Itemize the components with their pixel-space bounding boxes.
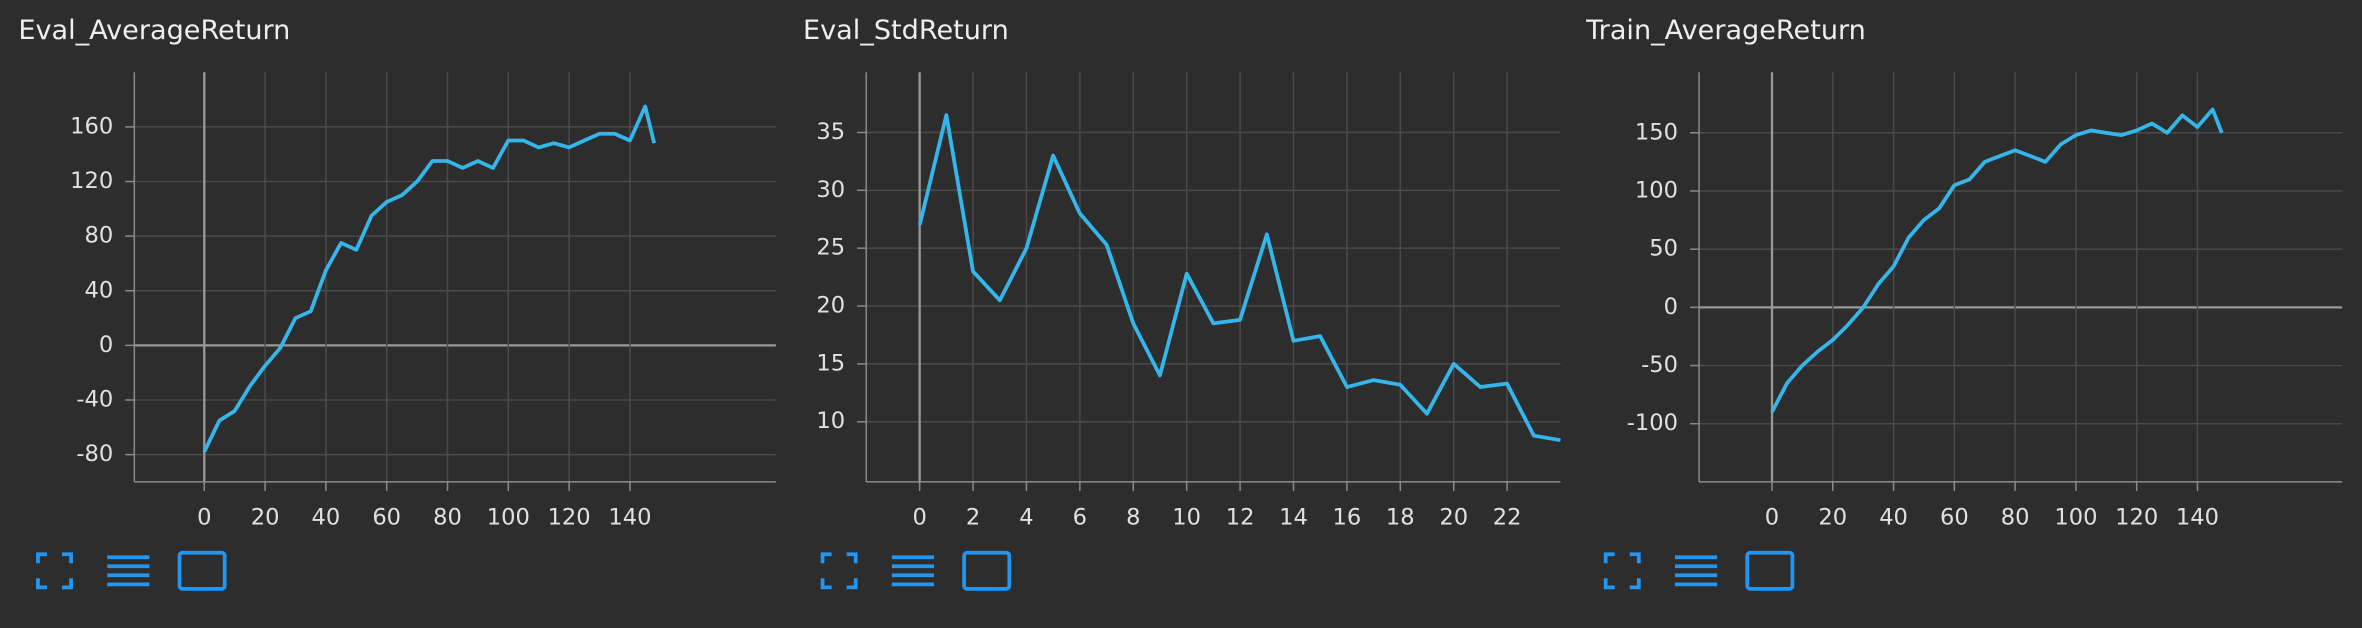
y-tick-label: 120 <box>70 168 113 194</box>
chart-title: Eval_StdReturn <box>803 15 1009 46</box>
x-tick-label: 10 <box>1172 505 1201 531</box>
y-tick-label: 50 <box>1649 236 1678 262</box>
x-tick-label: 120 <box>548 505 591 531</box>
y-tick-label: 100 <box>1635 177 1678 203</box>
y-tick-label: 20 <box>816 293 845 319</box>
x-tick-label: 80 <box>2001 505 2030 531</box>
y-tick-label: 10 <box>816 408 845 434</box>
x-tick-label: 14 <box>1279 505 1308 531</box>
x-tick-label: 20 <box>251 505 280 531</box>
x-tick-label: 40 <box>1879 505 1908 531</box>
x-tick-label: 12 <box>1226 505 1255 531</box>
y-tick-label: 30 <box>816 177 845 203</box>
chart-title: Train_AverageReturn <box>1585 15 1866 46</box>
x-tick-label: 140 <box>2176 505 2219 531</box>
y-tick-label: 80 <box>85 223 114 249</box>
y-tick-label: -80 <box>76 441 113 467</box>
x-tick-label: 60 <box>372 505 401 531</box>
x-tick-label: 20 <box>1439 505 1468 531</box>
x-tick-label: 40 <box>312 505 341 531</box>
x-tick-label: 80 <box>433 505 462 531</box>
y-tick-label: 150 <box>1635 119 1678 145</box>
icons-1[interactable] <box>36 550 227 591</box>
x-tick-label: 120 <box>2115 505 2158 531</box>
x-tick-label: 18 <box>1386 505 1415 531</box>
x-tick-label: 8 <box>1126 505 1140 531</box>
y-tick-label: 15 <box>816 350 845 376</box>
x-tick-label: 20 <box>1818 505 1847 531</box>
y-tick-label: -40 <box>76 386 113 412</box>
x-tick-label: 60 <box>1940 505 1969 531</box>
x-tick-label: 6 <box>1073 505 1087 531</box>
y-tick-label: 160 <box>70 113 113 139</box>
data-line <box>1770 107 2224 413</box>
x-tick-label: 0 <box>1765 505 1779 531</box>
icons-2[interactable] <box>820 550 1012 591</box>
y-tick-label: 0 <box>99 332 113 358</box>
data-line <box>917 113 1561 443</box>
icons-3[interactable] <box>1603 550 1795 591</box>
x-tick-label: 4 <box>1019 505 1033 531</box>
x-tick-label: 22 <box>1493 505 1522 531</box>
y-tick-label: 0 <box>1664 294 1678 320</box>
chart-title: Eval_AverageReturn <box>18 15 290 46</box>
x-tick-label: 16 <box>1333 505 1362 531</box>
x-tick-label: 100 <box>487 505 530 531</box>
x-tick-label: 0 <box>912 505 926 531</box>
x-tick-label: 100 <box>2054 505 2097 531</box>
data-line <box>202 104 657 453</box>
y-tick-label: -100 <box>1627 410 1678 436</box>
x-tick-label: 0 <box>197 505 211 531</box>
x-tick-label: 2 <box>966 505 980 531</box>
x-tick-label: 140 <box>608 505 651 531</box>
y-tick-label: 40 <box>85 277 114 303</box>
y-tick-label: 25 <box>816 235 845 261</box>
y-tick-label: 35 <box>816 119 845 145</box>
y-tick-label: -50 <box>1641 352 1678 378</box>
